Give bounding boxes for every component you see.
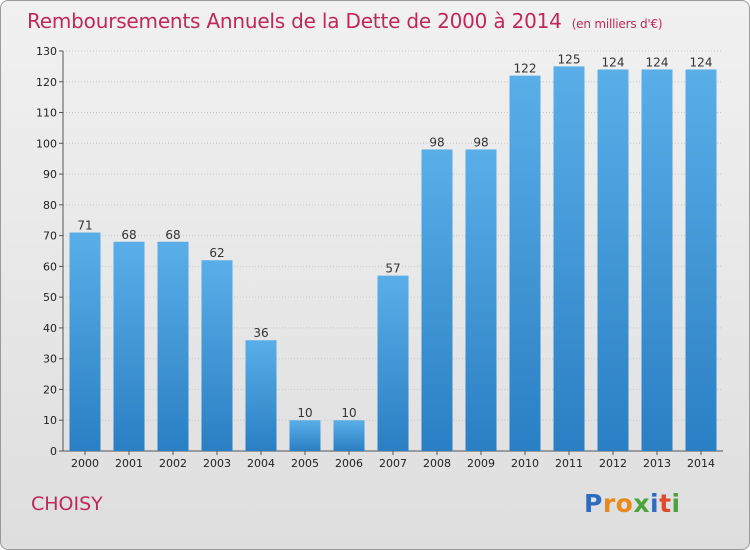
bar bbox=[333, 420, 365, 451]
bar bbox=[377, 275, 409, 451]
bar bbox=[69, 232, 101, 451]
y-tick-label: 90 bbox=[43, 168, 57, 181]
x-tick-label: 2011 bbox=[555, 457, 583, 470]
x-tick-label: 2001 bbox=[115, 457, 143, 470]
bar-value-label: 68 bbox=[121, 228, 136, 242]
y-tick-label: 40 bbox=[43, 322, 57, 335]
bar-value-label: 36 bbox=[253, 326, 268, 340]
y-tick-label: 100 bbox=[36, 137, 57, 150]
bar-value-label: 71 bbox=[77, 219, 92, 233]
chart-title: Remboursements Annuels de la Dette de 20… bbox=[27, 9, 663, 33]
bar bbox=[289, 420, 321, 451]
y-tick-label: 30 bbox=[43, 353, 57, 366]
bars bbox=[69, 66, 717, 451]
bar-value-label: 10 bbox=[341, 406, 356, 420]
bar bbox=[201, 260, 233, 451]
x-tick-label: 2000 bbox=[71, 457, 99, 470]
bar bbox=[553, 66, 585, 451]
y-tick-label: 10 bbox=[43, 414, 57, 427]
bar-value-label: 57 bbox=[385, 262, 400, 276]
x-tick-label: 2012 bbox=[599, 457, 627, 470]
bar-value-label: 10 bbox=[297, 406, 312, 420]
y-tick-label: 120 bbox=[36, 76, 57, 89]
bar-value-label: 125 bbox=[558, 52, 581, 66]
bar bbox=[509, 75, 541, 451]
bar-value-label: 98 bbox=[429, 135, 444, 149]
y-tick-label: 0 bbox=[50, 445, 57, 458]
bar bbox=[157, 241, 189, 451]
x-tick-label: 2009 bbox=[467, 457, 495, 470]
bar-value-label: 98 bbox=[473, 135, 488, 149]
x-tick-label: 2005 bbox=[291, 457, 319, 470]
bar-value-label: 124 bbox=[646, 55, 669, 69]
bar bbox=[421, 149, 453, 451]
data-labels: 71 68 68 62 36 10 10 57 98 98 122 125 124 124 124 bbox=[77, 52, 712, 420]
title-text: Remboursements Annuels de la Dette de 20… bbox=[27, 9, 562, 33]
y-tick-label: 20 bbox=[43, 383, 57, 396]
x-tick-label: 2013 bbox=[643, 457, 671, 470]
bar-value-label: 124 bbox=[602, 55, 625, 69]
x-tick-label: 2010 bbox=[511, 457, 539, 470]
x-tick-label: 2014 bbox=[687, 457, 715, 470]
bar-value-label: 124 bbox=[690, 55, 713, 69]
y-tick-label: 130 bbox=[36, 45, 57, 58]
bar bbox=[465, 149, 497, 451]
bar-value-label: 122 bbox=[514, 62, 537, 76]
bar-value-label: 68 bbox=[165, 228, 180, 242]
proxiti-logo: Proxiti bbox=[584, 489, 681, 518]
x-tick-label: 2007 bbox=[379, 457, 407, 470]
y-tick-label: 80 bbox=[43, 199, 57, 212]
bar-value-label: 62 bbox=[209, 246, 224, 260]
bar bbox=[685, 69, 717, 451]
bar bbox=[245, 340, 277, 451]
y-tick-label: 60 bbox=[43, 260, 57, 273]
chart-subtitle: (en milliers d'€) bbox=[571, 17, 663, 31]
y-tick-label: 110 bbox=[36, 107, 57, 120]
x-tick-label: 2006 bbox=[335, 457, 363, 470]
bar bbox=[113, 241, 145, 451]
x-tick-label: 2008 bbox=[423, 457, 451, 470]
x-tick-label: 2002 bbox=[159, 457, 187, 470]
bar bbox=[641, 69, 673, 451]
town-name: CHOISY bbox=[31, 493, 103, 515]
y-tick-label: 70 bbox=[43, 230, 57, 243]
y-tick-label: 50 bbox=[43, 291, 57, 304]
bar bbox=[597, 69, 629, 451]
x-tick-label: 2004 bbox=[247, 457, 275, 470]
x-tick-label: 2003 bbox=[203, 457, 231, 470]
